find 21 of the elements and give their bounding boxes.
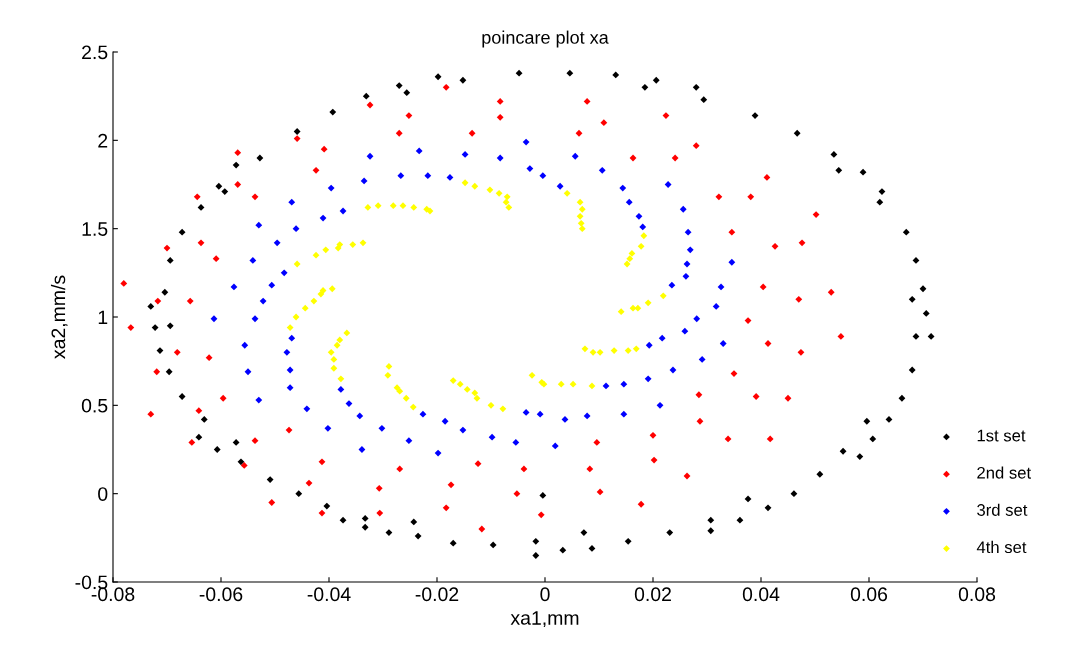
legend-label: 4th set (976, 540, 1027, 554)
legend-label: 1st set (977, 429, 1026, 442)
x-tick-label: 0.08 (958, 587, 996, 602)
x-tick-label: -0.06 (199, 587, 243, 602)
legend-label: 3rd set (977, 503, 1028, 516)
x-tick-label: 0.06 (850, 587, 888, 602)
y-axis-title: xa2,mm/s (50, 275, 68, 359)
x-tick-label: 0 (540, 587, 550, 602)
chart-title: poincare plot xa (482, 30, 609, 48)
x-tick-label: -0.04 (307, 587, 351, 602)
y-tick-label: 2.5 (82, 45, 108, 60)
x-tick-label: -0.02 (415, 587, 459, 602)
legend-label: 2nd set (977, 466, 1031, 479)
y-tick-label: 0.5 (81, 398, 108, 413)
y-tick-label: 2 (98, 133, 108, 148)
y-tick-label: 0 (98, 487, 108, 501)
y-tick-label: 1 (98, 310, 108, 325)
x-axis-title: xa1,mm (510, 611, 579, 628)
y-tick-label: 1.5 (82, 222, 108, 236)
x-tick-label: 0.04 (742, 587, 780, 602)
x-tick-label: 0.02 (634, 587, 671, 602)
